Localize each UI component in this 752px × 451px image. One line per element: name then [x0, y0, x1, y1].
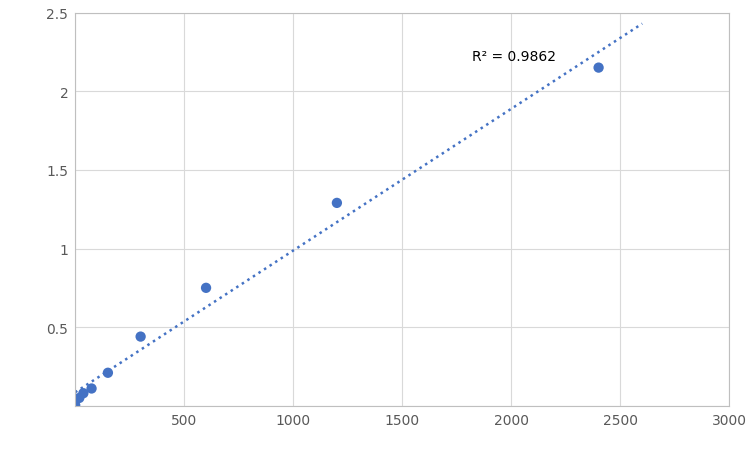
Point	[593, 65, 605, 72]
Point	[200, 285, 212, 292]
Point	[331, 200, 343, 207]
Point	[69, 402, 81, 409]
Point	[135, 333, 147, 341]
Point	[77, 390, 89, 397]
Point	[86, 385, 98, 392]
Text: R² = 0.9862: R² = 0.9862	[472, 50, 556, 64]
Point	[73, 395, 85, 402]
Point	[102, 369, 114, 377]
